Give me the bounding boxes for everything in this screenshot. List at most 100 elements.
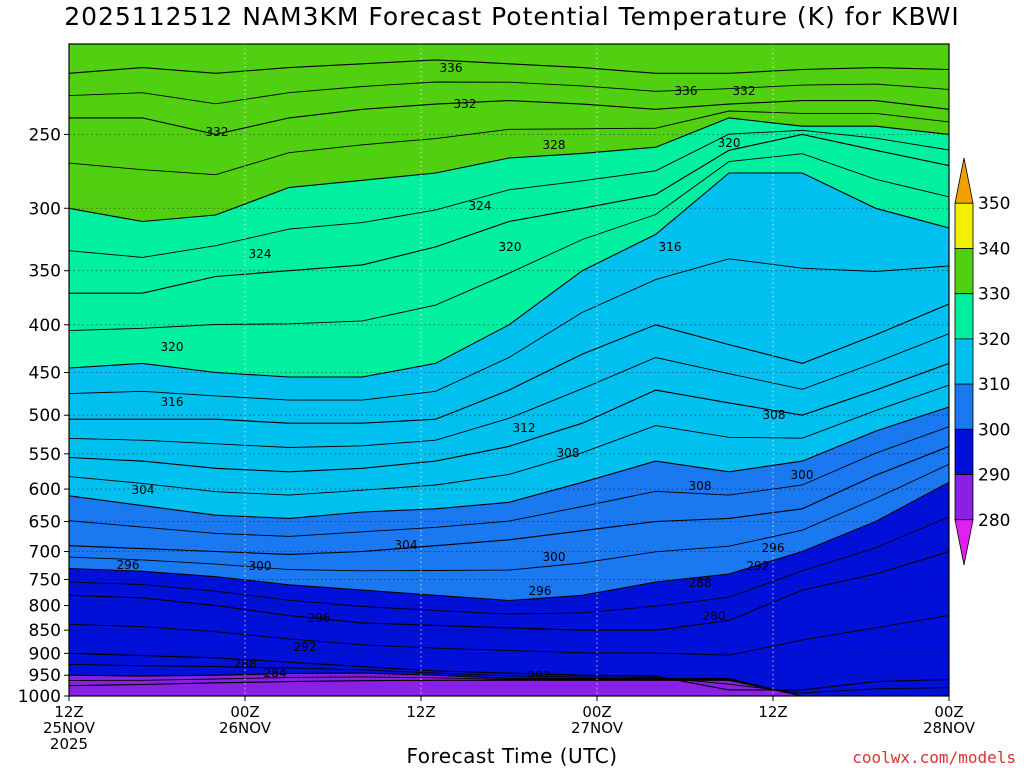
contour-label: 292 [747,559,770,573]
isentrope-minor-284 [69,676,949,696]
contour-label: 300 [543,550,566,564]
contour-label: 316 [659,240,682,254]
isentrope-minor-324 [69,129,949,258]
contour-label: 296 [308,611,331,625]
grid-layer [69,44,949,696]
x-tick-time: 00Z [934,703,963,721]
plot-frame [68,43,950,697]
contour-label: 328 [543,138,566,152]
x-tick-time: 12Z [406,703,435,721]
y-tick-label: 1000 [18,687,61,707]
colorbar-label: 290 [978,466,1010,486]
colorbar-swatch [954,519,974,566]
contour-label: 316 [161,395,184,409]
contour-label: 332 [733,84,756,98]
contour-label: 292 [528,669,551,683]
contour-label: 320 [718,136,741,150]
isentrope-308 [69,406,949,519]
y-tick-label: 900 [29,644,61,664]
colorbar: 350 340 330 320 310 300 290 280 [954,157,1010,566]
colorbar-swatch [954,202,974,249]
contour-label: 312 [513,421,536,435]
y-tick-label: 850 [29,621,61,641]
contour-label: 336 [675,84,698,98]
contour-label: 320 [499,240,522,254]
contour-label: 304 [395,538,418,552]
credit-text: coolwx.com/models [852,748,1016,767]
colorbar-label: 280 [978,511,1010,531]
x-tick-date: 25NOV [43,719,96,737]
x-tick-time: 12Z [758,703,787,721]
contour-label: 320 [161,340,184,354]
colorbar-label: 320 [978,330,1010,350]
y-tick-label: 500 [29,406,61,426]
y-tick-label: 600 [29,480,61,500]
colorbar-label: 350 [978,194,1010,214]
colorbar-swatch [954,338,974,385]
isentrope-minor-332 [69,81,949,105]
isentrope-320 [69,172,949,378]
colorbar-swatch [954,293,974,340]
band-below-296 [69,551,949,696]
y-tick-label: 300 [29,199,61,219]
contour-label: 308 [557,446,580,460]
isentrope-minor-320 [69,153,949,332]
y-tick-label: 350 [29,262,61,282]
isentrope-minor-296 [69,516,949,615]
x-tick-year: 2025 [50,735,88,753]
y-tick-label: 650 [29,512,61,532]
isentrope-minor-300 [69,463,949,572]
colorbar-label: 340 [978,239,1010,259]
isentrope-minor-308 [69,384,949,496]
colorbar-swatch [954,474,974,521]
y-tick-label: 550 [29,445,61,465]
y-tick-label: 700 [29,543,61,563]
isentrope-324 [69,133,949,294]
contour-label: 332 [454,97,477,111]
contour-label: 296 [117,558,140,572]
colorbar-swatch [954,248,974,295]
contour-label: 288 [234,657,257,671]
contour-label: 308 [689,479,712,493]
colorbar-label: 310 [978,375,1010,395]
x-tick-time: 12Z [54,703,83,721]
isentrope-328 [69,117,949,223]
contour-label: 300 [249,559,272,573]
y-tick-label: 750 [29,570,61,590]
isentrope-284 [69,679,949,696]
isentrope-minor-328 [69,110,949,176]
contour-label: 336 [440,61,463,75]
isentrope-minor-312 [69,333,949,448]
y-axis-ticks: 250 300 350 400 450 500 550 600 650 700 750 800 850 9… [18,125,69,707]
x-tick-time: 00Z [230,703,259,721]
isentrope-312 [69,362,949,473]
y-tick-label: 450 [29,364,61,384]
contour-label: 296 [529,584,552,598]
x-tick-date: 28NOV [923,719,976,737]
isentrope-minor-292 [69,615,949,656]
contour-label: 296 [762,541,785,555]
contour-label: 324 [469,199,492,213]
x-tick-date: 26NOV [219,719,272,737]
isentrope-332 [69,100,949,135]
isentrope-316 [69,303,949,424]
contour-label: 292 [294,640,317,654]
isentrope-304 [69,445,949,555]
y-tick-label: 400 [29,316,61,336]
colorbar-label: 330 [978,285,1010,305]
colorbar-swatch [954,157,974,204]
contour-label: 288 [689,576,712,590]
isentrope-292 [69,652,949,691]
isentrope-minor-304 [69,426,949,537]
x-tick-time: 00Z [582,703,611,721]
isentrope-336 [69,59,949,74]
contour-fill-layer [69,44,949,696]
x-tick-date: 27NOV [571,719,624,737]
contour-label: 324 [249,247,272,261]
isentrope-lines-layer [69,59,949,696]
contour-label: 304 [132,483,155,497]
y-tick-label: 950 [29,666,61,686]
x-axis-label: Forecast Time (UTC) [406,744,618,768]
